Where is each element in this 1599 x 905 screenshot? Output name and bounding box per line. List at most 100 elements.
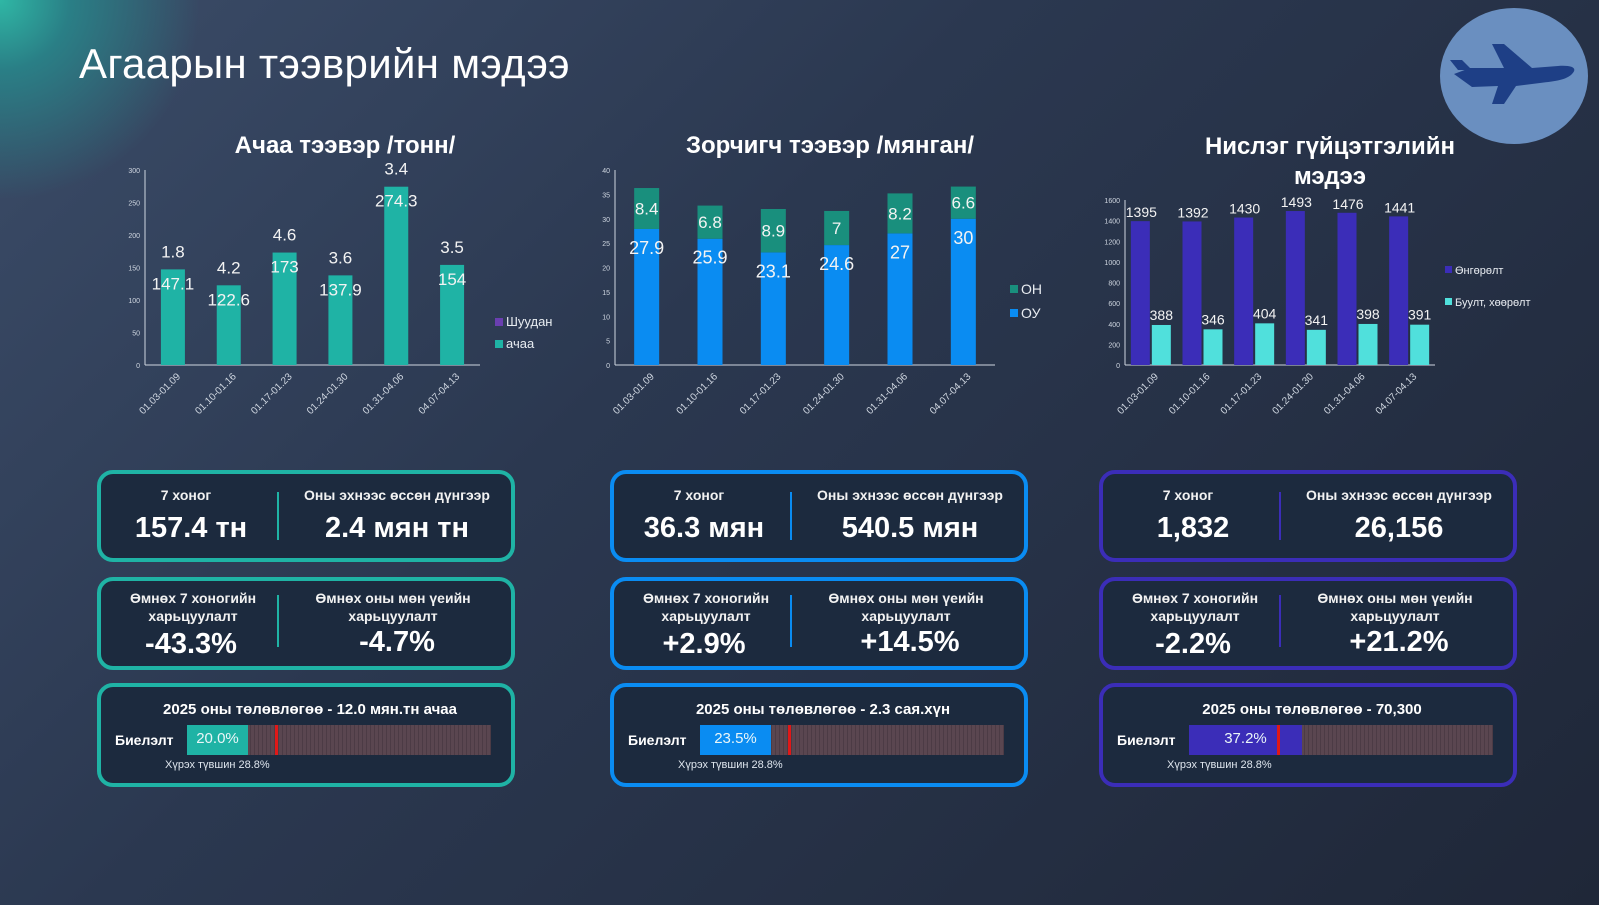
plan-label: 2025 оны төлөвлөгөө - 2.3 сая.хүн: [695, 701, 951, 718]
progress-fill: 37.2%: [1189, 725, 1302, 755]
data-label-cargo: 173: [270, 258, 298, 277]
x-tick-label: 01.17-01.23: [1219, 371, 1265, 417]
data-label-domestic: 6.8: [698, 213, 722, 232]
y-tick-label: 400: [1108, 322, 1120, 329]
target-label: Хүрэх түвшин 28.8%: [1167, 759, 1272, 771]
data-label-domestic: 8.4: [635, 200, 659, 219]
ytd-label: Оны эхнээс өссөн дүнгээр: [817, 487, 1003, 503]
x-tick-label: 04.07-04.13: [928, 371, 974, 417]
divider: [1279, 595, 1281, 647]
bar-domestic: [887, 193, 913, 234]
y-tick-label: 30: [602, 217, 610, 224]
week-value: 157.4 тн: [134, 512, 248, 544]
flight-chart: 0 200 400 600 800 1000 1200 1400 1600 01.03-01.09…: [1104, 194, 1531, 417]
legend-label-cargo: ачаа: [506, 336, 535, 351]
progress-label: Биелэлт: [115, 732, 174, 748]
data-label-domestic: 6.6: [952, 194, 976, 213]
compare-year-label: Өмнөх оны мөн үеийн харьцуулалт: [828, 590, 984, 624]
kpi-card-total: 7 хоног 157.4 тн Оны эхнээс өссөн дүнгээр 2…: [97, 470, 515, 562]
kpi-card-total: 7 хоног 36.3 мян Оны эхнээс өссөн дүнгээр 5…: [610, 470, 1028, 562]
y-tick-label: 300: [128, 168, 140, 175]
compare-year-value: +21.2%: [1349, 626, 1449, 658]
bar-international: [824, 245, 850, 365]
y-tick-label: 0: [136, 363, 140, 370]
bar-takeoff-landing: [1151, 324, 1171, 365]
week-value: 36.3 мян: [643, 512, 765, 544]
kpi-card-total: 7 хоног 1,832 Оны эхнээс өссөн дүнгээр 26,1…: [1099, 470, 1517, 562]
data-label-takeoff-landing: 346: [1201, 311, 1225, 327]
airplane-logo: [1440, 8, 1588, 144]
progress-label: Биелэлт: [628, 732, 687, 748]
target-marker: [1277, 725, 1280, 755]
data-label-international: 30: [953, 228, 973, 248]
bar-takeoff-landing: [1203, 329, 1223, 365]
kpi-card-comparison: Өмнөх 7 хоногийн харьцуулалт -2.2% Өмнөх о…: [1099, 577, 1517, 670]
data-label-cargo: 147.1: [152, 274, 195, 293]
bar-transit: [1389, 216, 1409, 365]
x-tick-label: 01.03-01.09: [1115, 371, 1161, 417]
target-marker: [275, 725, 278, 755]
bar-domestic: [697, 205, 723, 239]
legend-label-transit: Өнгөрөлт: [1455, 265, 1503, 277]
legend-swatch-international: [1010, 309, 1018, 317]
y-tick-label: 50: [132, 331, 140, 338]
bar-cargo: [160, 269, 185, 365]
data-label-international: 23.1: [756, 261, 791, 281]
target-marker: [788, 725, 791, 755]
data-label-mail: 4.2: [217, 258, 241, 277]
passenger-chart: 0 5 10 15 20 25 30 35 40 01.03-01.09 01.10-01.16 01…: [602, 168, 1042, 417]
y-tick-label: 1600: [1104, 198, 1120, 205]
kpi-card-comparison: Өмнөх 7 хоногийн харьцуулалт +2.9% Өмнөх о…: [610, 577, 1028, 670]
y-tick-label: 20: [602, 266, 610, 273]
page-title: Агаарын тээврийн мэдээ: [79, 40, 570, 87]
data-label-takeoff-landing: 341: [1305, 312, 1329, 328]
bar-domestic: [824, 210, 850, 246]
x-tick-label: 01.10-01.16: [675, 371, 721, 417]
data-label-international: 27: [890, 242, 910, 262]
bar-takeoff-landing: [1358, 323, 1378, 365]
data-label-cargo: 122.6: [207, 290, 250, 309]
kpi-card-plan: 2025 оны төлөвлөгөө - 2.3 сая.хүн Биелэлт…: [610, 683, 1028, 787]
plan-label: 2025 оны төлөвлөгөө - 12.0 мян.тн ачаа: [163, 701, 457, 718]
legend-label-takeoff-landing: Буулт, хөөрөлт: [1455, 297, 1531, 309]
data-label-transit: 1392: [1177, 204, 1208, 220]
compare-week-label: Өмнөх 7 хоногийн харьцуулалт: [129, 590, 257, 624]
bar-cargo: [384, 186, 409, 365]
compare-week-value: -2.2%: [1155, 628, 1231, 660]
divider: [277, 595, 279, 647]
ytd-label: Оны эхнээс өссөн дүнгээр: [304, 487, 490, 503]
bar-transit: [1182, 221, 1202, 365]
bar-cargo: [272, 252, 297, 365]
divider: [790, 595, 792, 647]
x-tick-label: 01.03-01.09: [138, 371, 184, 417]
data-label-international: 27.9: [629, 238, 664, 258]
legend-swatch-mail: [495, 318, 503, 326]
bar-international: [887, 233, 913, 365]
ytd-value: 26,156: [1354, 512, 1444, 544]
y-tick-label: 1000: [1104, 260, 1120, 267]
ytd-value: 540.5 мян: [841, 512, 979, 544]
data-label-takeoff-landing: 391: [1408, 307, 1432, 323]
ytd-label: Оны эхнээс өссөн дүнгээр: [1306, 487, 1492, 503]
legend-swatch-takeoff-landing: [1445, 298, 1452, 305]
data-label-cargo: 137.9: [319, 280, 362, 299]
data-label-mail: 3.5: [440, 238, 464, 257]
x-tick-label: 01.31-04.06: [865, 371, 911, 417]
bar-international: [697, 238, 723, 365]
y-tick-label: 15: [602, 290, 610, 297]
legend-swatch-transit: [1445, 266, 1452, 273]
data-label-transit: 1441: [1384, 199, 1415, 215]
data-label-international: 24.6: [819, 254, 854, 274]
airplane-icon: [1450, 44, 1575, 104]
compare-week-label: Өмнөх 7 хоногийн харьцуулалт: [642, 590, 770, 624]
data-label-domestic: 7: [832, 219, 841, 238]
y-tick-label: 150: [128, 266, 140, 273]
data-label-mail: 3.4: [384, 160, 408, 179]
legend-label-domestic: ОН: [1021, 281, 1042, 297]
legend-swatch-domestic: [1010, 285, 1018, 293]
bar-cargo: [440, 264, 465, 365]
y-tick-label: 1200: [1104, 239, 1120, 246]
y-tick-label: 600: [1108, 301, 1120, 308]
data-label-domestic: 8.9: [762, 222, 786, 241]
y-tick-label: 200: [128, 233, 140, 240]
